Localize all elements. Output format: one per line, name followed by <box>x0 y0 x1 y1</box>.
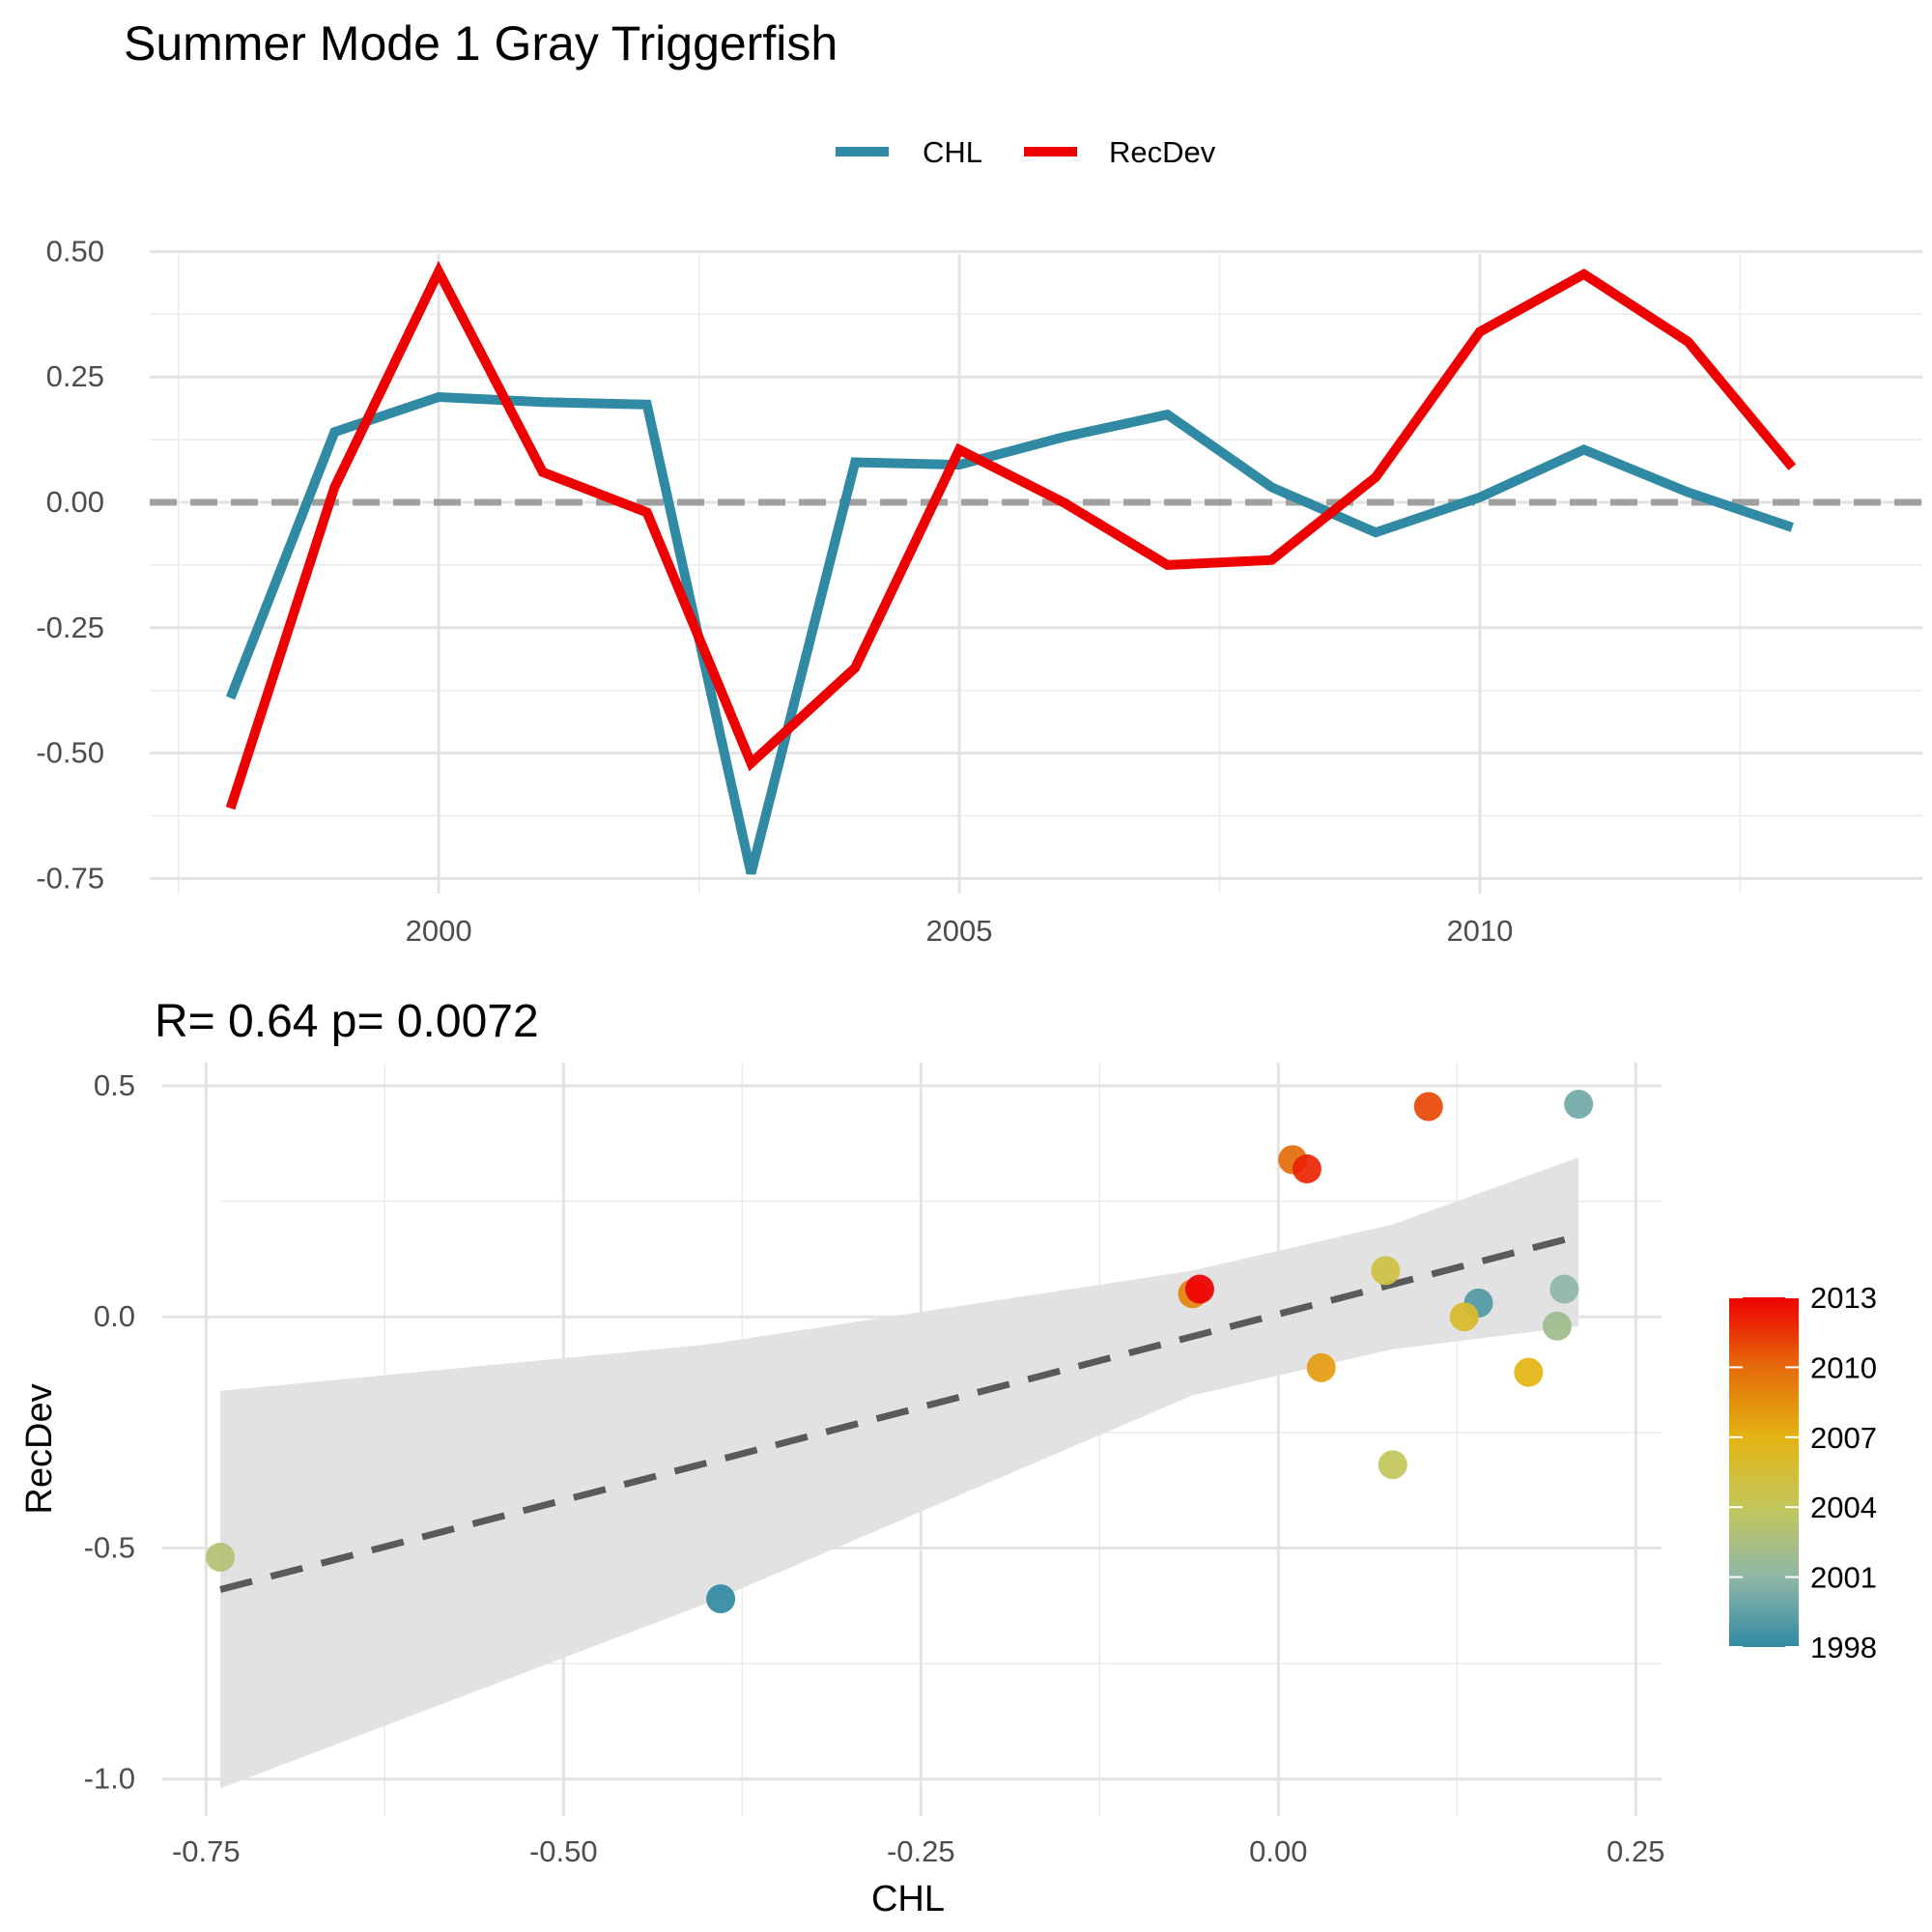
scatter-y-tick-label: 0.5 <box>94 1068 135 1102</box>
colorbar-label: 2010 <box>1810 1350 1877 1384</box>
scatter-point-2013 <box>1184 1274 1214 1304</box>
colorbar-legend: 2013 2010 2007 2004 2001 1998 <box>1729 1281 1877 1664</box>
scatter-subtitle: R= 0.64 p= 0.0072 <box>155 996 539 1047</box>
scatter-point-2003 <box>206 1543 236 1573</box>
colorbar-label: 2004 <box>1810 1491 1877 1524</box>
scatter-point-2001 <box>1549 1274 1579 1304</box>
regression-fit-line <box>219 1233 1580 1593</box>
scatter-points <box>206 1090 1594 1614</box>
top-panel-tick-labels: 0.50 0.25 0.00 -0.25 -0.50 -0.75 2000 2005 2010 <box>36 234 1513 948</box>
scatter-fit-line <box>219 1233 1580 1593</box>
colorbar-label: 1998 <box>1810 1631 1877 1664</box>
scatter-x-tick-label: -0.75 <box>172 1834 241 1868</box>
top-y-tick-label: -0.25 <box>36 611 104 644</box>
scatter-point-2008 <box>1306 1352 1336 1382</box>
colorbar-label: 2001 <box>1810 1561 1877 1595</box>
legend-label-chl: CHL <box>923 135 982 169</box>
scatter-y-tick-label: -1.0 <box>84 1762 135 1796</box>
top-panel-series <box>225 261 1797 875</box>
scatter-x-tick-label: -0.25 <box>887 1834 955 1868</box>
top-x-tick-label: 2005 <box>926 914 993 948</box>
chart-title: Summer Mode 1 Gray Triggerfish <box>124 16 838 71</box>
scatter-point-1998 <box>706 1584 736 1614</box>
scatter-point-2011 <box>1413 1092 1443 1122</box>
scatter-point-2007 <box>1514 1357 1544 1387</box>
scatter-confidence-band <box>220 1157 1579 1789</box>
top-y-tick-label: 0.25 <box>46 359 104 393</box>
colorbar-gradient <box>1729 1297 1799 1647</box>
series-line-recdev <box>225 261 1797 810</box>
scatter-x-tick-label: -0.50 <box>529 1834 598 1868</box>
scatter-y-tick-label: 0.0 <box>94 1299 135 1333</box>
scatter-panel-tick-labels: 0.5 0.0 -0.5 -1.0 -0.75 -0.50 -0.25 0.00 0.25 <box>84 1068 1665 1868</box>
colorbar-label: 2013 <box>1810 1281 1877 1315</box>
scatter-y-tick-label: -0.5 <box>84 1530 135 1564</box>
top-y-tick-label: 0.00 <box>46 485 104 519</box>
top-y-tick-label: 0.50 <box>46 234 104 268</box>
top-x-tick-label: 2010 <box>1446 914 1513 948</box>
scatter-point-2002 <box>1542 1311 1572 1341</box>
legend-label-recdev: RecDev <box>1109 135 1216 169</box>
colorbar-label: 2007 <box>1810 1421 1877 1455</box>
scatter-point-2012 <box>1292 1154 1321 1184</box>
top-panel-grid <box>150 249 1922 894</box>
series-line-chl <box>225 391 1794 875</box>
scatter-x-tick-label: 0.00 <box>1249 1834 1307 1868</box>
scatter-x-axis-title: CHL <box>871 1879 945 1919</box>
top-y-tick-label: -0.50 <box>36 736 104 770</box>
scatter-point-2004 <box>1378 1450 1407 1480</box>
scatter-x-tick-label: 0.25 <box>1606 1834 1664 1868</box>
scatter-point-2005 <box>1371 1256 1401 1286</box>
scatter-point-2006 <box>1449 1302 1479 1332</box>
confidence-band <box>220 1157 1579 1789</box>
top-legend: CHL RecDev <box>836 135 1216 169</box>
top-x-tick-label: 2000 <box>406 914 472 948</box>
top-y-tick-label: -0.75 <box>36 861 104 895</box>
scatter-y-axis-title: RecDev <box>19 1383 60 1514</box>
scatter-point-2000 <box>1564 1090 1594 1120</box>
